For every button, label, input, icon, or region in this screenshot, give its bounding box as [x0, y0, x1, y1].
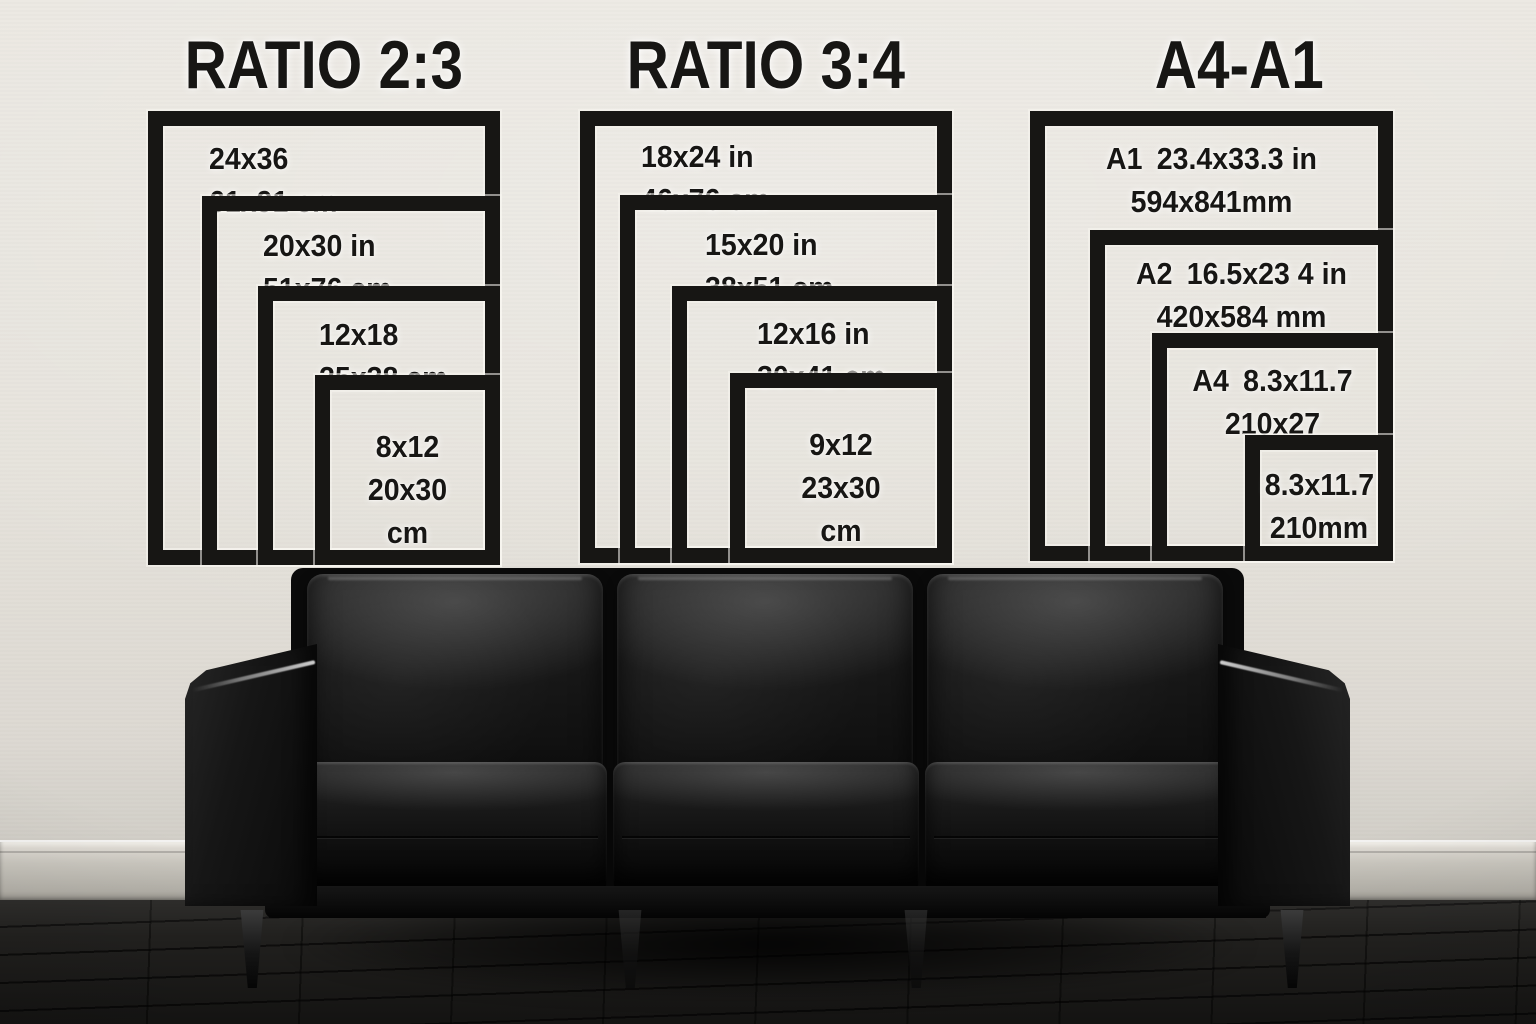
size-secondary: 210mm — [1269, 509, 1369, 545]
seat-cushion — [925, 762, 1231, 892]
size-primary: A2 16.5x23 4 in — [1136, 256, 1347, 291]
sofa-leg — [904, 910, 928, 988]
size-primary: 8.3x11.7 — [1264, 467, 1375, 502]
size-primary: 20x30 in — [263, 228, 376, 263]
size-chart-ratio-3-4: RATIO 3:4 18x24 in 46x76 cm 15x20 in 38x… — [580, 27, 952, 563]
chart-title: RATIO 3:4 — [580, 27, 952, 103]
size-chart-a4-a1: A4-A1 A1 23.4x33.3 in 594x841mm A2 16.5x… — [1030, 31, 1393, 561]
black-leather-sofa — [185, 568, 1350, 993]
size-primary: 24x36 — [209, 141, 289, 176]
size-primary: A4 8.3x11.7 — [1192, 363, 1353, 398]
size-chart-ratio-2-3: RATIO 2:3 24x36 61x91 cm 20x30 in 51x76 … — [148, 27, 500, 565]
size-secondary: 594x841mm — [1130, 183, 1293, 219]
size-box-8x12: 8x12 20x30 cm — [315, 375, 500, 565]
size-secondary: 420x584 mm — [1156, 298, 1327, 334]
size-unit: cm — [820, 512, 862, 548]
sofa-leg — [618, 910, 642, 988]
size-primary: 18x24 in — [641, 139, 754, 174]
frame-stack: 24x36 61x91 cm 20x30 in 51x76 cm 12x18 2… — [148, 111, 500, 565]
size-primary: 9x12 — [809, 427, 873, 462]
seat-cushion — [301, 762, 607, 892]
chart-title-text: RATIO 2:3 — [184, 27, 464, 103]
size-primary: 12x16 in — [757, 316, 870, 351]
sofa-base-rail — [265, 886, 1270, 918]
sofa-arm-right — [1218, 644, 1350, 906]
size-box-a4-small: 8.3x11.7 210mm — [1245, 435, 1393, 561]
chart-title-text: RATIO 3:4 — [626, 27, 906, 103]
size-unit: cm — [386, 514, 429, 550]
chart-title-text: A4-A1 — [1155, 27, 1324, 103]
sofa-leg — [240, 910, 264, 988]
chart-title: RATIO 2:3 — [148, 27, 500, 103]
chart-title: A4-A1 — [1058, 27, 1421, 103]
seat-cushion — [613, 762, 919, 892]
frame-stack: 18x24 in 46x76 cm 15x20 in 38x51 cm 12x1… — [580, 111, 952, 563]
size-secondary: 23x30 — [801, 469, 881, 505]
size-primary: 12x18 — [319, 317, 399, 352]
size-box-9x12: 9x12 23x30 cm — [730, 373, 952, 563]
size-primary: 15x20 in — [705, 227, 818, 262]
arm-highlight — [1220, 660, 1344, 692]
size-primary: A1 23.4x33.3 in — [1106, 141, 1317, 176]
size-primary: 8x12 — [375, 429, 440, 464]
arm-highlight — [191, 660, 316, 693]
frame-stack: A1 23.4x33.3 in 594x841mm A2 16.5x23 4 i… — [1030, 111, 1393, 561]
sofa-arm-left — [185, 644, 317, 906]
size-secondary: 20x30 — [367, 471, 448, 507]
size-secondary: 210x27 — [1224, 405, 1321, 441]
sofa-leg — [1280, 910, 1304, 988]
